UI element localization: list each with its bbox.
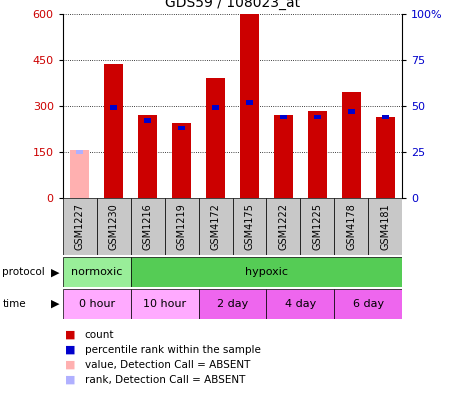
Bar: [266, 198, 300, 255]
Text: time: time: [2, 299, 26, 309]
Bar: [199, 198, 232, 255]
Bar: [76, 150, 84, 154]
Text: GSM1227: GSM1227: [75, 203, 85, 250]
Text: normoxic: normoxic: [71, 267, 122, 277]
Text: hypoxic: hypoxic: [245, 267, 288, 277]
Bar: [131, 289, 199, 319]
Bar: [138, 115, 157, 198]
Text: protocol: protocol: [2, 267, 45, 277]
Text: ▶: ▶: [51, 267, 59, 277]
Text: 4 day: 4 day: [285, 299, 316, 309]
Bar: [381, 115, 389, 119]
Bar: [63, 257, 131, 287]
Bar: [376, 117, 395, 198]
Text: 6 day: 6 day: [353, 299, 384, 309]
Bar: [232, 198, 266, 255]
Title: GDS59 / 108023_at: GDS59 / 108023_at: [165, 0, 300, 10]
Text: GSM4178: GSM4178: [346, 203, 356, 250]
Bar: [63, 198, 97, 255]
Bar: [206, 78, 225, 198]
Text: ■: ■: [65, 375, 76, 385]
Text: 0 hour: 0 hour: [79, 299, 115, 309]
Bar: [334, 289, 402, 319]
Text: value, Detection Call = ABSENT: value, Detection Call = ABSENT: [85, 360, 250, 370]
Bar: [97, 198, 131, 255]
Bar: [131, 198, 165, 255]
Bar: [199, 289, 266, 319]
Bar: [308, 110, 327, 198]
Text: GSM4172: GSM4172: [211, 203, 220, 250]
Bar: [172, 123, 191, 198]
Bar: [212, 105, 219, 110]
Bar: [274, 115, 293, 198]
Text: GSM1219: GSM1219: [177, 203, 186, 250]
Text: 2 day: 2 day: [217, 299, 248, 309]
Bar: [279, 115, 287, 119]
Bar: [266, 289, 334, 319]
Bar: [131, 257, 402, 287]
Bar: [104, 65, 123, 198]
Text: count: count: [85, 329, 114, 340]
Bar: [300, 198, 334, 255]
Bar: [178, 126, 186, 130]
Bar: [70, 150, 89, 198]
Text: 10 hour: 10 hour: [143, 299, 186, 309]
Bar: [334, 198, 368, 255]
Text: ■: ■: [65, 329, 76, 340]
Text: GSM4175: GSM4175: [245, 203, 254, 250]
Bar: [342, 92, 361, 198]
Text: GSM1225: GSM1225: [312, 203, 322, 250]
Text: ■: ■: [65, 360, 76, 370]
Bar: [144, 118, 152, 123]
Bar: [246, 100, 253, 105]
Text: GSM4181: GSM4181: [380, 204, 390, 250]
Bar: [165, 198, 199, 255]
Text: rank, Detection Call = ABSENT: rank, Detection Call = ABSENT: [85, 375, 245, 385]
Bar: [63, 289, 131, 319]
Text: GSM1216: GSM1216: [143, 203, 153, 250]
Text: percentile rank within the sample: percentile rank within the sample: [85, 345, 260, 355]
Bar: [313, 115, 321, 119]
Text: GSM1230: GSM1230: [109, 203, 119, 250]
Text: ■: ■: [65, 345, 76, 355]
Bar: [110, 105, 118, 110]
Bar: [240, 14, 259, 198]
Text: GSM1222: GSM1222: [279, 203, 288, 250]
Text: ▶: ▶: [51, 299, 59, 309]
Bar: [347, 109, 355, 114]
Bar: [368, 198, 402, 255]
